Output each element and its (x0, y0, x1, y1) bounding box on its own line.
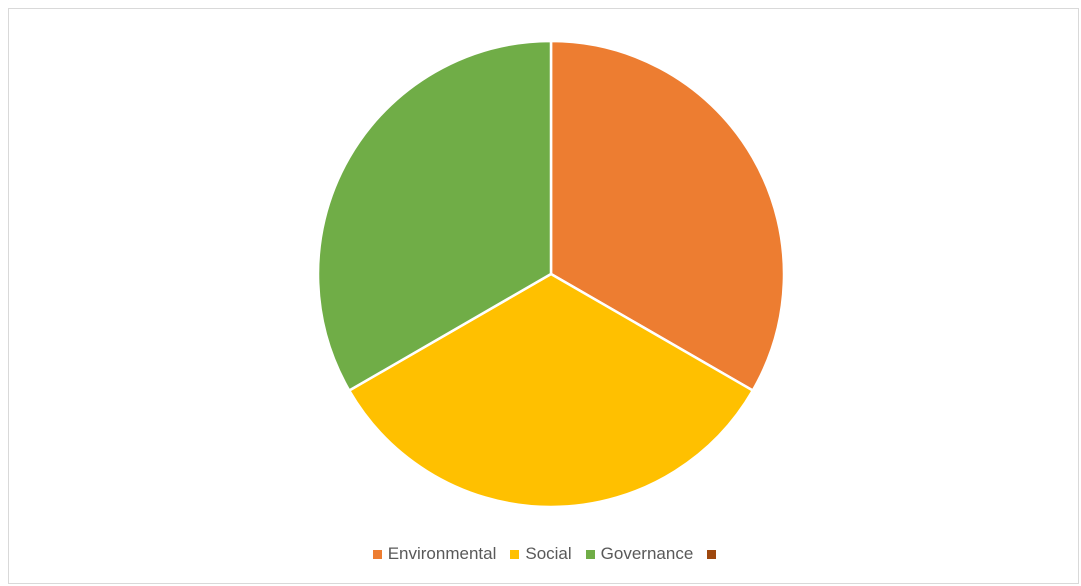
chart-area: Environmental Social Governance (8, 8, 1079, 584)
legend-swatch (707, 549, 717, 559)
legend-item-governance: Governance (585, 544, 694, 564)
legend-item-environmental: Environmental (372, 544, 497, 564)
pie-chart (316, 39, 786, 509)
chart-legend: Environmental Social Governance (9, 541, 1080, 567)
legend-label: Environmental (387, 544, 497, 563)
pie-slice-governance (316, 39, 553, 392)
pie-slice-environmental (549, 39, 786, 392)
legend-item-series-4 (707, 549, 717, 559)
legend-label: Governance (600, 544, 694, 563)
pie-slice-social (347, 272, 755, 509)
legend-label: Social (525, 544, 572, 563)
legend-swatch (585, 549, 595, 559)
legend-swatch (372, 549, 382, 559)
legend-swatch (510, 549, 520, 559)
legend-item-social: Social (510, 544, 572, 564)
